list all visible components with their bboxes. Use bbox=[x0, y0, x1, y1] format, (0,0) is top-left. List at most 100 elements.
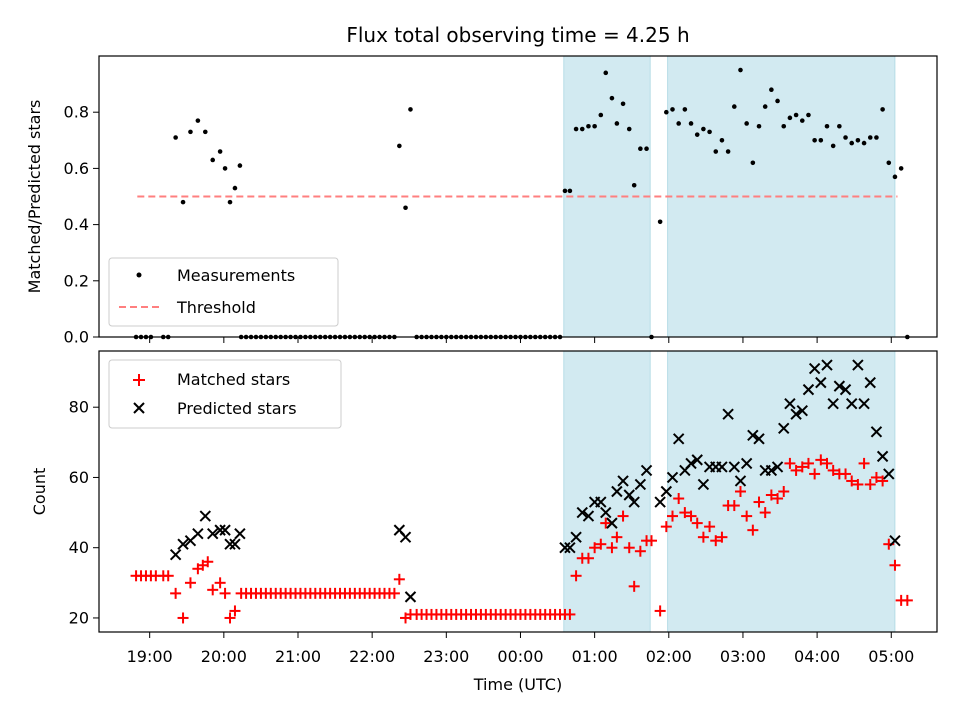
y-tick-label: 40 bbox=[69, 538, 89, 557]
predicted-point bbox=[870, 426, 883, 438]
matched-point bbox=[691, 517, 703, 529]
matched-point bbox=[673, 493, 685, 505]
matched-point bbox=[623, 542, 635, 554]
predicted-point bbox=[634, 478, 647, 491]
predicted-point-b bbox=[234, 527, 246, 540]
predicted-point bbox=[229, 538, 241, 550]
measurement-point bbox=[562, 188, 568, 194]
predicted-point bbox=[672, 433, 685, 445]
matched-point bbox=[628, 580, 640, 592]
top-legend: Measurements Threshold bbox=[108, 257, 339, 327]
predicted-point bbox=[660, 485, 673, 498]
measurement-point bbox=[830, 143, 836, 149]
matched-point bbox=[734, 486, 746, 497]
predicted-point-b bbox=[747, 429, 759, 442]
predicted-point-b bbox=[628, 496, 640, 508]
bottom-shaded-regions bbox=[563, 350, 896, 633]
predicted-point-b bbox=[784, 397, 796, 410]
measurement-point bbox=[210, 157, 216, 163]
matched-point bbox=[589, 542, 601, 554]
predicted-point bbox=[606, 517, 618, 529]
measurement-point bbox=[408, 107, 413, 112]
predicted-point bbox=[404, 591, 417, 603]
matched-point bbox=[821, 457, 833, 469]
matched-point bbox=[796, 461, 808, 473]
measurement-point bbox=[603, 70, 609, 76]
measurement-point bbox=[701, 126, 706, 132]
measurement-point bbox=[626, 126, 632, 132]
matched-point bbox=[202, 556, 214, 568]
predicted-point bbox=[600, 506, 612, 519]
x-tick-label: 00:00 bbox=[497, 647, 543, 666]
matched-point bbox=[207, 584, 219, 596]
top-legend-box bbox=[108, 257, 339, 327]
matched-point bbox=[753, 496, 765, 508]
measurement-point bbox=[849, 140, 855, 146]
measurement-point bbox=[799, 118, 805, 123]
measurement-point bbox=[657, 219, 663, 225]
matched-point bbox=[765, 489, 777, 501]
matched-point bbox=[595, 538, 607, 550]
y-tick-label: 80 bbox=[69, 398, 89, 417]
predicted-point-b bbox=[728, 461, 741, 473]
measurement-point bbox=[397, 143, 402, 149]
matched-point bbox=[582, 552, 594, 564]
predicted-point bbox=[691, 454, 703, 466]
predicted-point bbox=[883, 468, 895, 480]
measurement-point bbox=[855, 138, 861, 143]
measurement-point bbox=[217, 149, 223, 154]
x-tick-label: 04:00 bbox=[794, 647, 840, 666]
predicted-point bbox=[808, 362, 821, 375]
predicted-point-b bbox=[740, 457, 753, 470]
matched-point bbox=[685, 510, 697, 522]
x-tick-label: 20:00 bbox=[201, 647, 247, 666]
predicted-point-b bbox=[864, 376, 876, 389]
predicted-point bbox=[234, 527, 246, 540]
predicted-point-b bbox=[576, 506, 588, 519]
x-tick-label: 05:00 bbox=[868, 647, 914, 666]
x-tick-label: 03:00 bbox=[720, 647, 766, 666]
matched-point bbox=[864, 478, 876, 490]
measurement-point bbox=[744, 121, 749, 126]
chart-title: Flux total observing time = 4.25 h bbox=[346, 23, 689, 47]
measurement-point bbox=[775, 98, 780, 104]
x-tick-label: 22:00 bbox=[349, 647, 395, 666]
predicted-point-b bbox=[600, 506, 612, 519]
measurement-point bbox=[664, 109, 669, 115]
predicted-point-b bbox=[771, 461, 784, 473]
measurement-point bbox=[892, 174, 898, 180]
measurement-point bbox=[688, 121, 694, 126]
measurement-point bbox=[173, 135, 178, 140]
measurement-point bbox=[694, 132, 700, 137]
legend-predicted-marker bbox=[133, 402, 145, 414]
matched-point bbox=[815, 454, 827, 466]
predicted-point-b bbox=[846, 397, 858, 410]
predicted-point bbox=[858, 397, 870, 410]
measurement-point bbox=[232, 185, 238, 191]
predicted-point-b bbox=[870, 426, 883, 438]
predicted-point-b bbox=[570, 531, 582, 543]
predicted-point-b bbox=[889, 534, 901, 547]
predicted-point-b bbox=[827, 397, 839, 410]
matched-point bbox=[162, 570, 174, 582]
y-tick-label: 0.6 bbox=[64, 159, 89, 178]
predicted-point-b bbox=[852, 359, 864, 371]
matched-point bbox=[645, 535, 657, 547]
matched-point bbox=[224, 612, 236, 624]
predicted-point-b bbox=[595, 496, 607, 508]
predicted-point bbox=[214, 524, 226, 536]
measurement-point bbox=[638, 146, 643, 152]
predicted-point bbox=[790, 408, 802, 420]
y-tick-label: 60 bbox=[69, 468, 89, 487]
predicted-point bbox=[734, 475, 747, 487]
predicted-point bbox=[697, 478, 710, 491]
measurement-point bbox=[818, 138, 824, 143]
matched-point bbox=[393, 573, 405, 585]
matched-point bbox=[741, 510, 753, 522]
predicted-point bbox=[722, 408, 734, 420]
matched-point bbox=[846, 475, 858, 487]
measurement-point bbox=[222, 166, 228, 171]
bottom-axes-frame bbox=[98, 350, 938, 633]
predicted-point-b bbox=[199, 510, 212, 522]
measurement-point bbox=[180, 199, 186, 205]
